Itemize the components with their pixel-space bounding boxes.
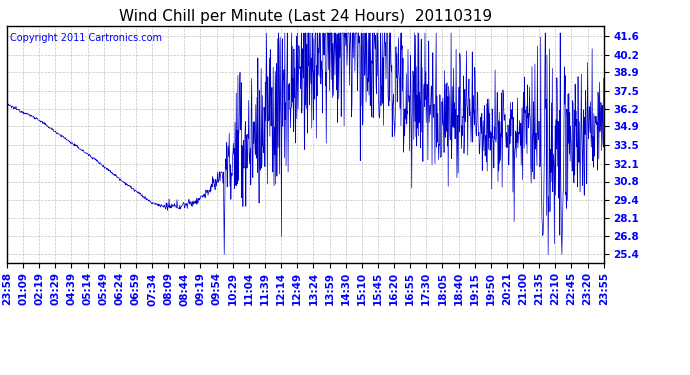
- Title: Wind Chill per Minute (Last 24 Hours)  20110319: Wind Chill per Minute (Last 24 Hours) 20…: [119, 9, 492, 24]
- Text: Copyright 2011 Cartronics.com: Copyright 2011 Cartronics.com: [10, 33, 162, 44]
